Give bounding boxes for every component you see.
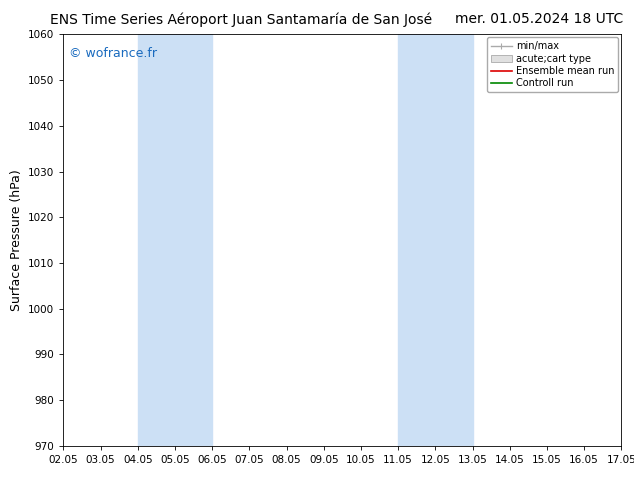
Bar <box>398 34 472 446</box>
Text: © wofrance.fr: © wofrance.fr <box>69 47 157 60</box>
Legend: min/max, acute;cart type, Ensemble mean run, Controll run: min/max, acute;cart type, Ensemble mean … <box>487 37 618 92</box>
Bar <box>138 34 212 446</box>
Text: mer. 01.05.2024 18 UTC: mer. 01.05.2024 18 UTC <box>455 12 623 26</box>
Y-axis label: Surface Pressure (hPa): Surface Pressure (hPa) <box>10 169 23 311</box>
Text: ENS Time Series Aéroport Juan Santamaría de San José: ENS Time Series Aéroport Juan Santamaría… <box>50 12 432 27</box>
